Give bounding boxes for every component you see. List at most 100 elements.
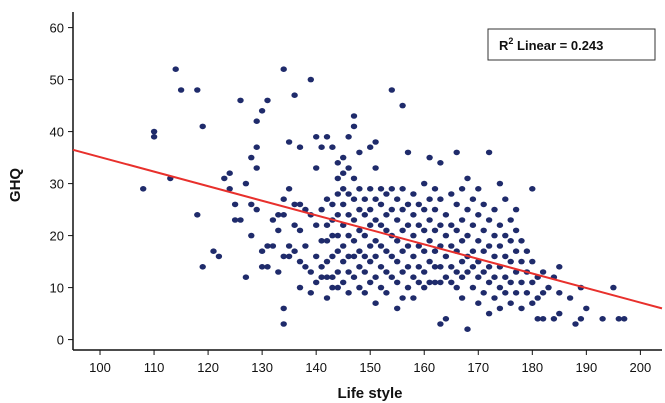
data-point [399,227,406,234]
data-point [507,258,514,265]
data-point [556,290,563,296]
data-point [296,144,304,150]
data-point [291,222,298,228]
data-point [367,206,374,213]
data-point [296,258,304,265]
data-point [377,186,385,192]
r2-label-suffix: Linear = 0.243 [513,38,603,53]
data-point [502,290,509,296]
data-point [464,175,471,182]
data-point [410,191,417,197]
data-point [421,227,428,234]
data-point [529,186,536,192]
data-point [437,160,444,166]
data-point [388,206,395,213]
data-point [491,206,498,213]
data-point [285,186,293,192]
data-point [485,279,493,286]
data-point [350,196,358,202]
data-point [329,201,336,208]
data-point [372,300,379,307]
data-point [334,212,341,218]
data-point [253,206,260,213]
data-point [458,258,466,265]
data-point [237,217,244,223]
data-point [502,253,509,260]
data-point [150,134,158,140]
data-point [480,227,487,234]
linear-fit-line [72,148,663,310]
data-point [599,316,606,322]
data-point [340,258,347,265]
data-point [340,170,347,176]
data-point [415,201,422,208]
data-point [329,144,336,150]
data-point [253,118,260,124]
y-tick-label: 20 [50,229,64,244]
data-point [469,264,477,270]
data-point [318,264,325,270]
data-point [529,300,536,307]
data-point [291,201,298,208]
data-point [615,316,622,322]
data-point [394,279,401,286]
data-point [480,201,487,208]
data-point [426,279,433,286]
tick-group: 100 110 120 130 140 150 160 170 180 190 200 0 10 20 30… [50,21,652,375]
data-point [404,222,412,228]
data-point [372,196,379,202]
data-point [302,243,309,249]
data-point [372,139,379,145]
data-point [426,154,433,161]
data-point [372,238,379,244]
data-point [534,295,541,301]
data-point [394,217,401,223]
data-point [556,264,563,270]
data-point [340,154,347,161]
data-point [464,269,471,275]
data-point [361,269,368,275]
data-point [550,316,558,322]
data-point [285,253,293,260]
x-axis-title: Life style [337,385,402,402]
data-point [496,222,504,228]
data-point [534,316,541,322]
x-tick-label: 160 [413,360,435,375]
data-point [388,186,395,192]
data-point [512,290,520,296]
data-point [367,186,374,192]
r2-label-prefix: R [499,38,509,53]
data-point [329,284,336,291]
data-point [491,232,498,239]
data-point [231,201,239,208]
data-point [285,139,293,145]
points-group [140,66,628,333]
data-point [296,201,304,208]
data-point [356,284,363,291]
data-point [458,238,466,244]
data-point [269,217,277,223]
data-point [367,222,374,228]
data-point [480,269,487,275]
data-point [485,310,493,317]
data-point [404,264,412,270]
data-point [480,248,487,254]
data-point [399,206,406,213]
data-point [361,253,368,260]
data-point [383,269,390,275]
y-tick-label: 30 [50,177,64,192]
x-tick-label: 130 [251,360,273,375]
data-point [372,253,379,260]
data-point [485,217,493,223]
data-point [194,212,201,218]
data-point [356,186,363,192]
data-point [388,274,395,281]
data-point [496,305,504,312]
data-point [421,206,428,213]
data-point [334,232,341,239]
data-point [334,284,341,291]
data-point [307,76,314,83]
data-point [350,274,358,281]
data-point [421,284,428,291]
data-point [518,238,525,244]
